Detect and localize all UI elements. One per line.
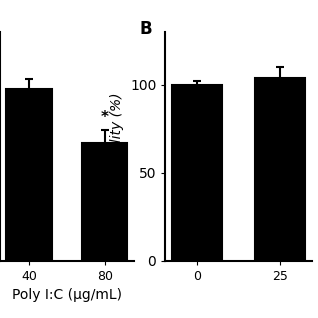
X-axis label: Poly I:C (μg/mL): Poly I:C (μg/mL) [12,288,122,302]
Bar [172,85,222,261]
Text: *: * [101,110,109,125]
Bar [82,143,128,261]
Bar [6,89,52,261]
Text: B: B [139,20,152,38]
Y-axis label: Cell Vitality (%): Cell Vitality (%) [110,93,124,200]
Bar [255,78,305,261]
